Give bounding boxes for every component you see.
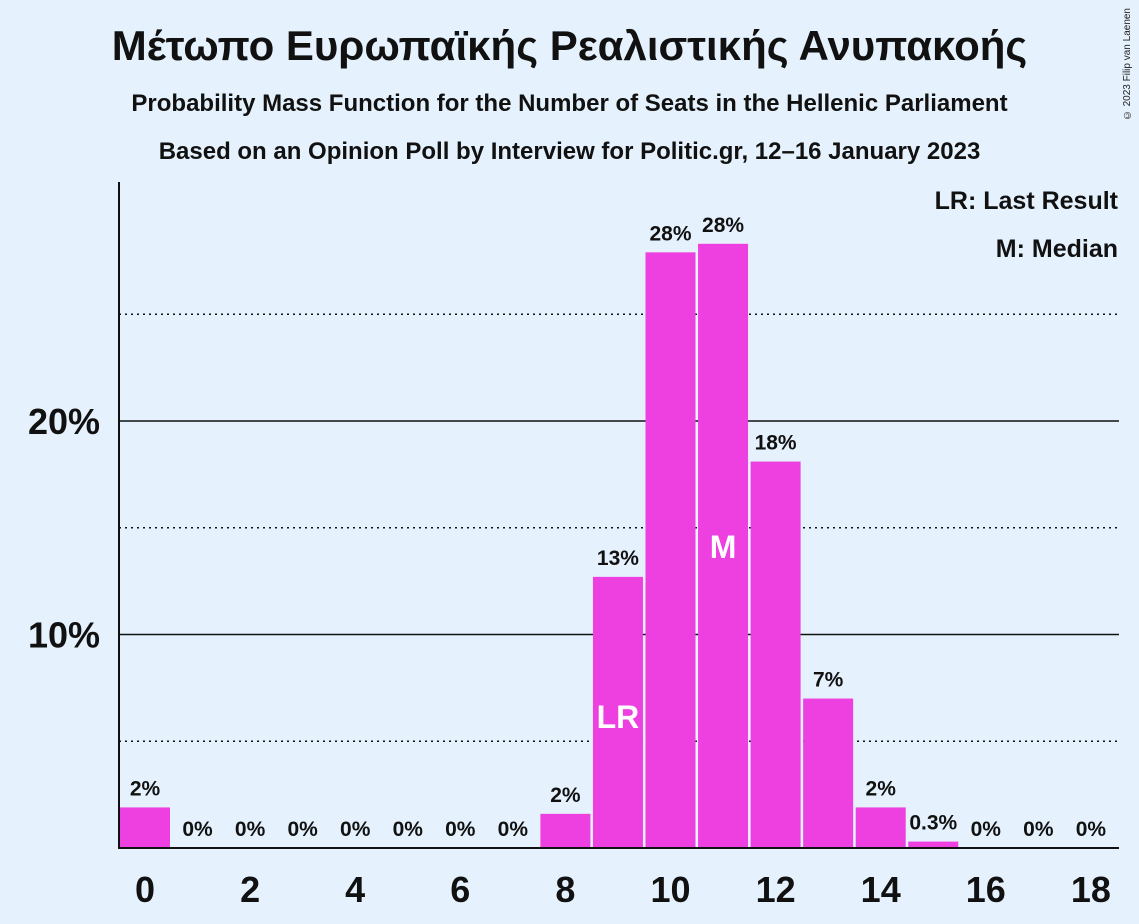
bar-value-label: 2% — [550, 784, 581, 807]
x-tick-label: 4 — [345, 869, 365, 910]
bar-value-label: 28% — [649, 222, 691, 245]
x-tick-label: 12 — [756, 869, 796, 910]
bar — [750, 461, 801, 848]
chart-source-subtitle: Based on an Opinion Poll by Interview fo… — [158, 138, 981, 165]
last-result-marker: LR — [597, 699, 640, 735]
bar — [855, 807, 906, 848]
bar-value-label: 2% — [130, 777, 161, 800]
x-tick-label: 8 — [555, 869, 575, 910]
legend-last-result: LR: Last Result — [935, 187, 1119, 215]
bar-value-label: 0% — [971, 818, 1002, 841]
bar-value-label: 0% — [340, 818, 371, 841]
axes: 10% 20% 0 2 4 6 8 10 12 14 16 18 — [28, 182, 1119, 910]
bar-value-label: 0.3% — [909, 812, 957, 835]
bar-value-label: 28% — [702, 214, 744, 237]
bars: 2% 0% 0% 0% 0% 0% 0% 0% 2% 13% 28% 28% 18% 7% 2% 0.3% 0%… — [120, 214, 1107, 849]
bar-value-label: 0% — [445, 818, 476, 841]
bar-value-label: 0% — [287, 818, 318, 841]
y-tick-label: 20% — [28, 401, 100, 442]
bar-value-label: 0% — [1023, 818, 1054, 841]
bar — [803, 698, 854, 848]
bar — [698, 243, 749, 849]
x-tick-label: 18 — [1071, 869, 1111, 910]
bar-value-label: 13% — [597, 547, 639, 570]
bar-value-label: 0% — [182, 818, 213, 841]
x-tick-label: 6 — [450, 869, 470, 910]
bar-value-label: 0% — [1076, 818, 1107, 841]
x-tick-label: 10 — [650, 869, 690, 910]
x-tick-label: 0 — [135, 869, 155, 910]
chart-subtitle: Probability Mass Function for the Number… — [131, 90, 1008, 117]
bar — [120, 807, 170, 848]
bar-value-label: 2% — [866, 777, 897, 800]
chart-title: Μέτωπο Ευρωπαϊκής Ρεαλιστικής Ανυπακοής — [111, 22, 1028, 69]
legend-median: M: Median — [996, 235, 1118, 263]
bar — [540, 813, 591, 848]
bar-value-label: 18% — [755, 432, 797, 455]
x-tick-label: 16 — [966, 869, 1006, 910]
bar — [592, 576, 643, 848]
y-tick-label: 10% — [28, 615, 100, 656]
bar — [645, 252, 696, 848]
median-marker: M — [710, 529, 737, 565]
bar — [908, 841, 959, 848]
bar-value-label: 0% — [498, 818, 529, 841]
x-tick-label: 14 — [861, 869, 901, 910]
bar-value-label: 0% — [393, 818, 424, 841]
x-tick-label: 2 — [240, 869, 260, 910]
bar-value-label: 0% — [235, 818, 266, 841]
bar-value-label: 7% — [813, 669, 844, 692]
